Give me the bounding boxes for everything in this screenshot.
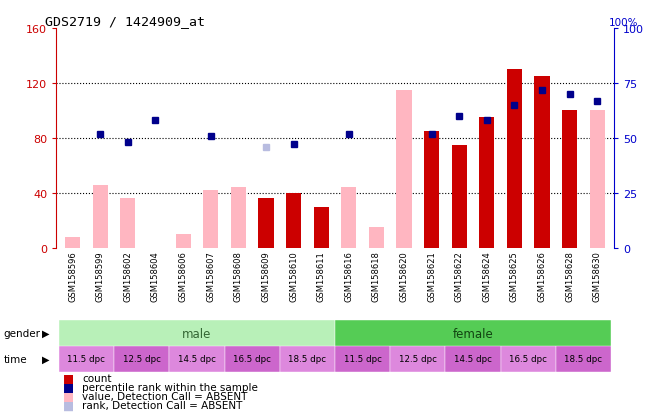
- Text: 16.5 dpc: 16.5 dpc: [233, 354, 271, 363]
- Bar: [479, 118, 494, 248]
- Text: 18.5 dpc: 18.5 dpc: [288, 354, 327, 363]
- Text: ▶: ▶: [42, 328, 49, 338]
- Bar: [424, 132, 439, 248]
- Bar: [341, 188, 356, 248]
- Bar: [535, 77, 550, 248]
- Bar: [176, 235, 191, 248]
- Text: rank, Detection Call = ABSENT: rank, Detection Call = ABSENT: [82, 400, 243, 410]
- Bar: [500, 346, 556, 372]
- Text: ■: ■: [63, 380, 74, 394]
- Bar: [589, 111, 605, 248]
- Bar: [397, 90, 412, 248]
- Bar: [120, 199, 135, 248]
- Text: 16.5 dpc: 16.5 dpc: [510, 354, 547, 363]
- Bar: [507, 70, 522, 248]
- Bar: [203, 191, 218, 248]
- Bar: [556, 346, 611, 372]
- Text: ■: ■: [63, 371, 74, 385]
- Text: ■: ■: [63, 389, 74, 403]
- Bar: [258, 199, 273, 248]
- Text: 12.5 dpc: 12.5 dpc: [123, 354, 160, 363]
- Bar: [451, 145, 467, 248]
- Text: male: male: [182, 327, 212, 340]
- Bar: [114, 346, 170, 372]
- Text: female: female: [453, 327, 494, 340]
- Text: 14.5 dpc: 14.5 dpc: [178, 354, 216, 363]
- Bar: [562, 111, 578, 248]
- Bar: [231, 188, 246, 248]
- Text: 14.5 dpc: 14.5 dpc: [454, 354, 492, 363]
- Text: 11.5 dpc: 11.5 dpc: [344, 354, 381, 363]
- Text: 11.5 dpc: 11.5 dpc: [67, 354, 106, 363]
- Text: gender: gender: [3, 328, 40, 338]
- Bar: [314, 207, 329, 248]
- Bar: [335, 346, 390, 372]
- Bar: [170, 346, 224, 372]
- Bar: [369, 228, 384, 248]
- Bar: [92, 185, 108, 248]
- Text: count: count: [82, 373, 112, 383]
- Text: ▶: ▶: [42, 354, 49, 364]
- Text: 100%: 100%: [609, 18, 639, 28]
- Bar: [335, 320, 611, 346]
- Text: value, Detection Call = ABSENT: value, Detection Call = ABSENT: [82, 391, 248, 401]
- Bar: [59, 320, 335, 346]
- Bar: [390, 346, 446, 372]
- Bar: [65, 237, 81, 248]
- Text: GDS2719 / 1424909_at: GDS2719 / 1424909_at: [45, 15, 205, 28]
- Text: percentile rank within the sample: percentile rank within the sample: [82, 382, 258, 392]
- Bar: [286, 193, 301, 248]
- Text: time: time: [3, 354, 27, 364]
- Text: 18.5 dpc: 18.5 dpc: [564, 354, 603, 363]
- Bar: [446, 346, 500, 372]
- Bar: [280, 346, 335, 372]
- Bar: [59, 346, 114, 372]
- Text: ■: ■: [63, 399, 74, 412]
- Bar: [224, 346, 280, 372]
- Text: 12.5 dpc: 12.5 dpc: [399, 354, 437, 363]
